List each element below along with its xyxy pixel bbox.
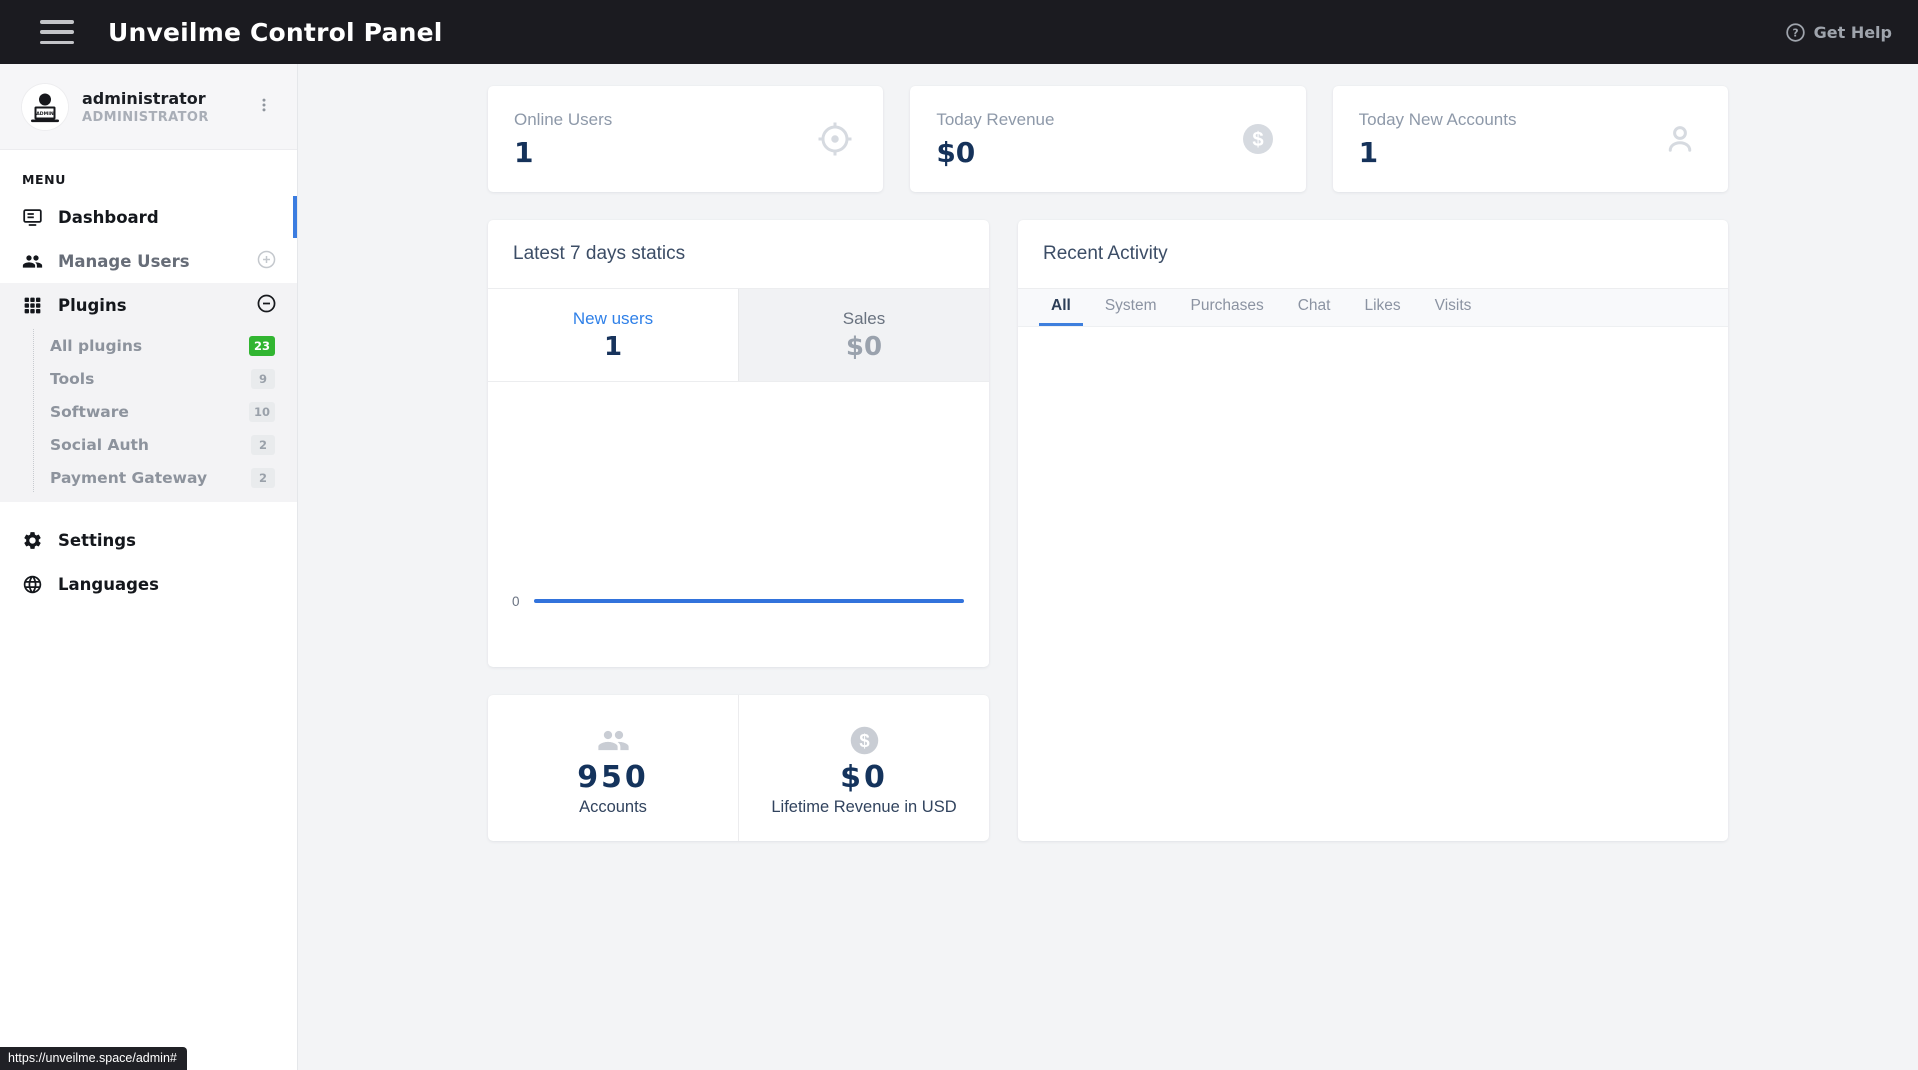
profile-kebab-menu-icon[interactable] (249, 92, 279, 122)
stat-label: Today Revenue (936, 109, 1055, 129)
tab-value: $0 (845, 331, 883, 362)
app-title: Unveilme Control Panel (108, 17, 443, 47)
svg-text:$: $ (1252, 129, 1263, 151)
person-icon (1662, 121, 1698, 157)
sidebar-item-languages[interactable]: Languages (0, 562, 297, 606)
activity-tab-purchases[interactable]: Purchases (1190, 297, 1264, 314)
activity-tab-likes[interactable]: Likes (1364, 297, 1401, 314)
accounts-label: Accounts (579, 798, 647, 816)
stat-label: Online Users (514, 109, 613, 129)
menu-section-label: MENU (22, 172, 66, 187)
dollar-circle-icon: $ (1240, 121, 1276, 157)
accounts-total: 950 (577, 760, 649, 795)
lifetime-revenue-label: Lifetime Revenue in USD (771, 798, 957, 816)
count-badge: 23 (248, 335, 275, 356)
plugins-submenu: All plugins 23 Tools 9 Software 10 Socia… (0, 327, 297, 502)
sidebar: ADMIN administrator ADMINISTRATOR MENU D… (0, 64, 298, 1070)
activity-tab-visits[interactable]: Visits (1434, 297, 1472, 314)
top-header: Unveilme Control Panel ? Get Help (0, 0, 1918, 64)
tab-label: Sales (842, 308, 886, 328)
stat-value: 1 (1358, 135, 1379, 169)
subitem-label: Software (50, 402, 129, 421)
plugins-group: Plugins All plugins 23 Tools 9 Software … (0, 283, 297, 502)
user-name: administrator (82, 89, 206, 109)
sidebar-subitem-tools[interactable]: Tools 9 (0, 362, 297, 395)
stat-card-today-revenue: Today Revenue $0 $ (910, 86, 1306, 192)
main-content: Online Users 1 Today Revenue $0 $ (298, 64, 1918, 1070)
chart-tabs: New users 1 Sales $0 (488, 289, 989, 382)
tab-value: 1 (603, 331, 623, 362)
sidebar-item-label: Settings (58, 530, 136, 550)
subitem-label: All plugins (50, 336, 143, 355)
summary-lifetime-revenue: $ $0 Lifetime Revenue in USD (739, 695, 989, 841)
dollar-circle-icon: $ (848, 723, 881, 757)
sidebar-item-label: Plugins (58, 295, 127, 315)
summary-card: 950 Accounts $ $0 Lifetime Revenue in US… (488, 695, 989, 841)
stat-card-online-users: Online Users 1 (488, 86, 884, 192)
sidebar-item-dashboard[interactable]: Dashboard (0, 195, 297, 239)
stat-label: Today New Accounts (1358, 109, 1517, 129)
users-icon (22, 254, 43, 268)
subitem-label: Tools (50, 369, 95, 388)
activity-tabs: All System Purchases Chat Likes Visits (1018, 289, 1728, 327)
hamburger-menu-icon[interactable] (40, 20, 74, 44)
svg-text:ADMIN: ADMIN (36, 111, 54, 117)
sidebar-item-label: Manage Users (58, 251, 190, 271)
gear-icon (24, 531, 41, 549)
lifetime-revenue-total: $0 (840, 760, 888, 795)
sidebar-item-label: Dashboard (58, 207, 159, 227)
get-help-button[interactable]: ? Get Help (1785, 22, 1892, 43)
activity-tab-all[interactable]: All (1039, 289, 1083, 326)
count-badge: 9 (251, 368, 275, 389)
sidebar-subitem-payment-gateway[interactable]: Payment Gateway 2 (0, 461, 297, 494)
svg-text:$: $ (859, 729, 870, 750)
tab-new-users[interactable]: New users 1 (488, 289, 738, 381)
globe-icon (23, 575, 42, 593)
admin-avatar: ADMIN (22, 83, 68, 130)
sidebar-subitem-software[interactable]: Software 10 (0, 395, 297, 428)
svg-text:?: ? (1792, 27, 1798, 39)
grid-icon (24, 297, 41, 313)
line-chart: 0 (488, 382, 989, 666)
sidebar-item-manage-users[interactable]: Manage Users (0, 239, 297, 283)
latest-stats-title: Latest 7 days statics (488, 220, 989, 289)
user-profile: ADMIN administrator ADMINISTRATOR (0, 64, 297, 150)
expand-plus-icon[interactable] (256, 249, 277, 274)
stat-value: 1 (514, 135, 534, 169)
count-badge: 2 (251, 467, 275, 488)
y-axis-tick: 0 (512, 594, 520, 609)
user-role: ADMINISTRATOR (82, 109, 209, 125)
stat-card-today-new-accounts: Today New Accounts 1 (1332, 86, 1728, 192)
count-badge: 2 (251, 434, 275, 455)
people-icon (597, 723, 630, 757)
count-badge: 10 (248, 401, 275, 422)
sidebar-item-plugins[interactable]: Plugins (0, 283, 297, 327)
latest-stats-card: Latest 7 days statics New users 1 Sales … (488, 220, 989, 667)
subitem-label: Payment Gateway (50, 468, 208, 487)
dashboard-icon (23, 208, 42, 226)
chart-line-series (534, 599, 964, 603)
activity-feed-empty (1018, 327, 1728, 841)
recent-activity-card: Recent Activity All System Purchases Cha… (1018, 220, 1728, 841)
tab-label: New users (572, 308, 654, 328)
sidebar-subitem-social-auth[interactable]: Social Auth 2 (0, 428, 297, 461)
target-icon (817, 121, 853, 157)
activity-tab-system[interactable]: System (1104, 297, 1157, 314)
link-preview-statusbar: https://unveilme.space/admin# (0, 1047, 187, 1070)
summary-accounts: 950 Accounts (488, 695, 739, 841)
subitem-label: Social Auth (50, 435, 149, 454)
recent-activity-title: Recent Activity (1018, 220, 1728, 289)
sidebar-item-label: Languages (58, 574, 159, 594)
activity-tab-chat[interactable]: Chat (1297, 297, 1331, 314)
stat-value: $0 (936, 135, 976, 169)
sidebar-item-settings[interactable]: Settings (0, 518, 297, 562)
collapse-minus-icon[interactable] (256, 293, 277, 318)
tab-sales[interactable]: Sales $0 (738, 289, 989, 381)
sidebar-subitem-all-plugins[interactable]: All plugins 23 (0, 329, 297, 362)
get-help-label: Get Help (1813, 22, 1892, 42)
help-circle-icon: ? (1785, 22, 1805, 42)
